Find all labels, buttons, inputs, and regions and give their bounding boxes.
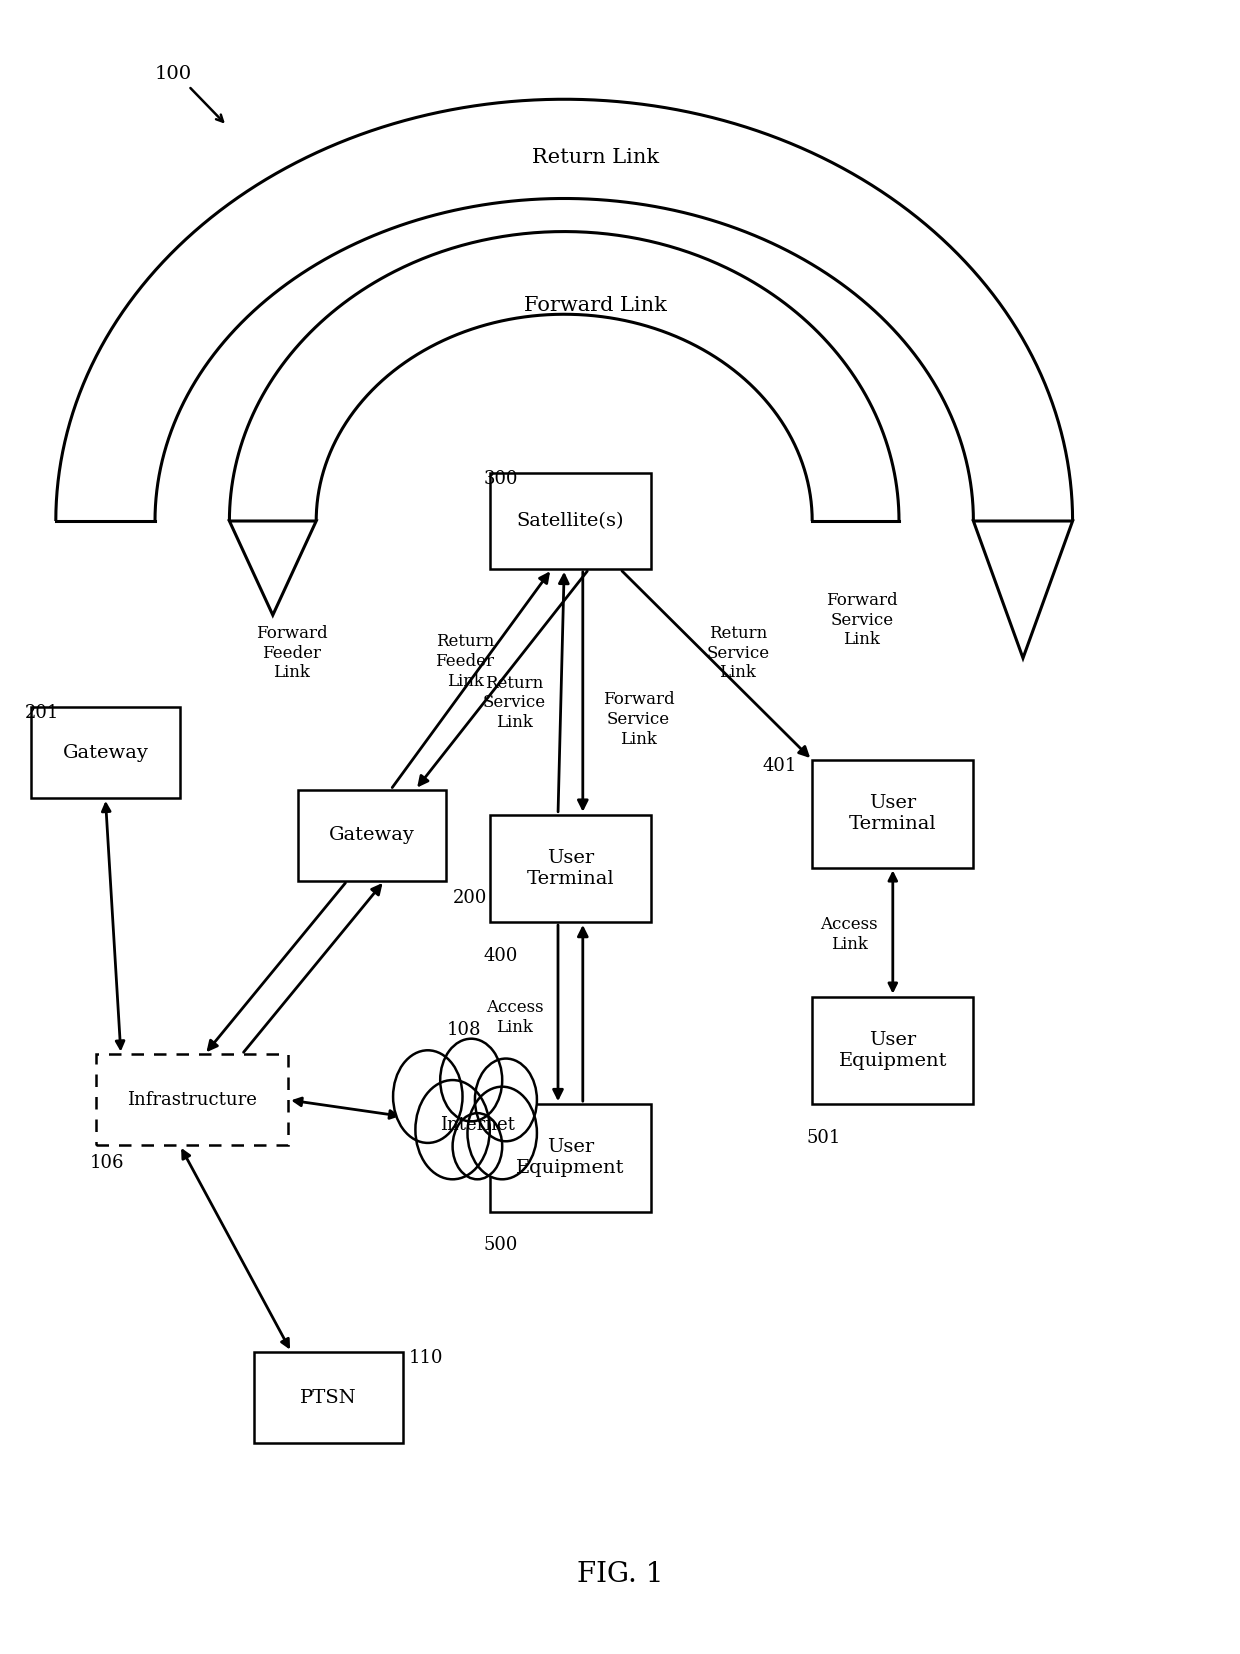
- Text: Access
Link: Access Link: [821, 916, 878, 953]
- Text: 501: 501: [806, 1130, 841, 1146]
- Text: Access
Link: Access Link: [486, 999, 543, 1035]
- Circle shape: [393, 1050, 463, 1143]
- Bar: [31, 706, 180, 797]
- Text: Forward Link: Forward Link: [523, 296, 667, 316]
- Text: Return Link: Return Link: [532, 147, 658, 167]
- Text: PTSN: PTSN: [300, 1389, 357, 1406]
- Text: Return
Service
Link: Return Service Link: [484, 675, 546, 731]
- Text: User
Terminal: User Terminal: [527, 849, 614, 888]
- Text: 106: 106: [89, 1154, 124, 1171]
- Text: Gateway: Gateway: [329, 827, 415, 844]
- Bar: [254, 1353, 403, 1442]
- Bar: [97, 1055, 288, 1145]
- Polygon shape: [973, 521, 1073, 658]
- Circle shape: [467, 1087, 537, 1179]
- Text: 401: 401: [763, 758, 797, 774]
- Bar: [812, 996, 973, 1105]
- Circle shape: [453, 1113, 502, 1179]
- Text: 300: 300: [484, 470, 518, 488]
- Circle shape: [475, 1059, 537, 1141]
- Text: User
Equipment: User Equipment: [838, 1030, 947, 1070]
- Text: 110: 110: [409, 1350, 444, 1366]
- Bar: [490, 814, 651, 923]
- Text: 200: 200: [453, 890, 487, 906]
- Text: 500: 500: [484, 1237, 518, 1254]
- Text: FIG. 1: FIG. 1: [577, 1561, 663, 1588]
- Bar: [298, 791, 446, 880]
- Text: 100: 100: [155, 66, 192, 83]
- Bar: [490, 1105, 651, 1211]
- Circle shape: [440, 1039, 502, 1121]
- Circle shape: [415, 1080, 490, 1179]
- Polygon shape: [229, 521, 316, 615]
- Text: Forward
Feeder
Link: Forward Feeder Link: [255, 625, 327, 681]
- Text: Forward
Service
Link: Forward Service Link: [603, 691, 675, 748]
- Text: User
Equipment: User Equipment: [516, 1138, 625, 1178]
- Text: Return
Feeder
Link: Return Feeder Link: [435, 633, 495, 690]
- Bar: [812, 761, 973, 867]
- Bar: [490, 473, 651, 569]
- Text: Satellite(s): Satellite(s): [517, 513, 624, 529]
- Text: User
Terminal: User Terminal: [849, 794, 936, 834]
- Text: Gateway: Gateway: [62, 744, 149, 761]
- Text: Forward
Service
Link: Forward Service Link: [826, 592, 898, 648]
- Text: 108: 108: [446, 1021, 481, 1039]
- Text: 201: 201: [25, 705, 60, 721]
- Text: Return
Service
Link: Return Service Link: [707, 625, 769, 681]
- Text: Infrastructure: Infrastructure: [128, 1092, 257, 1108]
- Text: Internet: Internet: [440, 1116, 515, 1133]
- Text: 400: 400: [484, 946, 518, 964]
